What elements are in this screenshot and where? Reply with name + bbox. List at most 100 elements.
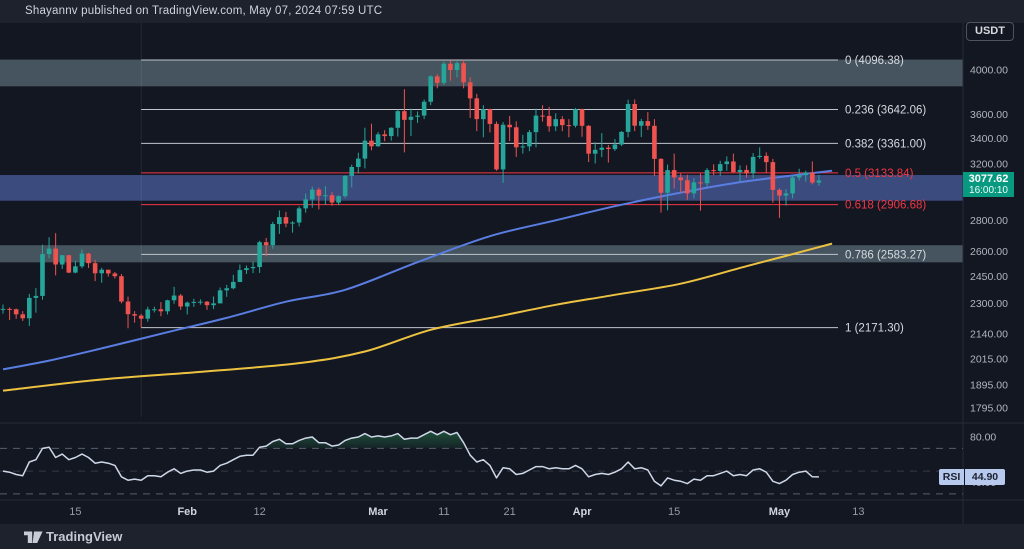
candle-body <box>487 109 493 124</box>
candle-body <box>263 242 269 246</box>
candle-body <box>783 193 789 196</box>
candle-body <box>316 189 322 196</box>
candle-body <box>553 119 559 127</box>
fib-label: 0.382 (3361.00) <box>845 138 926 150</box>
chart-header: Shayannv published on TradingView.com, M… <box>0 0 1024 23</box>
candle-body <box>520 146 526 148</box>
fib-zones <box>0 59 963 263</box>
candle-body <box>691 182 697 194</box>
candle-body <box>178 295 183 307</box>
candlestick-series[interactable] <box>0 59 822 329</box>
candle-body <box>796 175 802 178</box>
candle-body <box>277 217 282 225</box>
chart-background <box>0 23 1024 524</box>
rsi-axis-label: 80.00 <box>970 432 996 444</box>
candle-body <box>217 290 223 304</box>
rsi-badge-label: RSI <box>939 469 964 485</box>
candle-body <box>750 156 756 174</box>
candle-body <box>303 199 308 209</box>
candle-body <box>415 115 420 117</box>
candle-body <box>7 308 12 310</box>
candle-body <box>257 242 262 268</box>
fib-label: 0.236 (3642.06) <box>845 105 926 117</box>
candle-body <box>448 63 453 70</box>
candle-body <box>566 125 572 127</box>
rsi-line[interactable] <box>2 430 819 487</box>
candle-body <box>625 104 631 132</box>
candle-body <box>323 195 328 197</box>
fib-levels[interactable]: 0 (4096.38) 0.236 (3642.06) 0.382 (3361.00… <box>141 55 926 335</box>
time-axis-label: 12 <box>253 506 265 518</box>
candle-body <box>638 121 644 126</box>
sma-slow-line[interactable] <box>2 242 833 392</box>
candle-body <box>777 189 782 196</box>
time-axis-label: 13 <box>852 506 864 518</box>
time-axis-label: Feb <box>177 506 197 518</box>
rsi-pane <box>0 430 963 495</box>
candle-body <box>145 309 151 319</box>
bar-countdown: 16:00:10 <box>969 185 1008 196</box>
candle-body <box>20 314 26 319</box>
candle-body <box>53 248 58 265</box>
candle-body <box>770 162 776 190</box>
candle-body <box>0 308 6 310</box>
candle-body <box>599 147 605 150</box>
candle-body <box>612 144 618 150</box>
price-axis-label: 2800.00 <box>970 215 1008 227</box>
candle-body <box>152 309 157 311</box>
candle-body <box>619 131 624 145</box>
price-axis-label: 1895.00 <box>970 380 1008 392</box>
candle-body <box>461 63 466 83</box>
candle-body <box>790 177 795 194</box>
candle-body <box>356 158 361 168</box>
candle-body <box>66 255 72 273</box>
candle-body <box>158 309 164 312</box>
candle-body <box>92 263 98 274</box>
candle-body <box>441 63 447 83</box>
candle-body <box>329 195 335 203</box>
price-axis-label: 4000.00 <box>970 64 1008 76</box>
candle-body <box>481 109 486 120</box>
candle-body <box>803 172 809 176</box>
candle-body <box>678 177 684 181</box>
candle-body <box>244 268 249 271</box>
candle-body <box>27 297 32 319</box>
candle-body <box>231 281 236 289</box>
quote-currency-badge[interactable]: USDT <box>966 22 1014 41</box>
fib-label: 0.5 (3133.84) <box>845 168 914 180</box>
price-axis-label: 2140.00 <box>970 328 1008 340</box>
candle-body <box>454 63 460 70</box>
candle-body <box>606 147 611 150</box>
price-axis-label: 2015.00 <box>970 354 1008 366</box>
candle-body <box>592 149 598 154</box>
candle-body <box>810 172 815 183</box>
candle-body <box>507 124 512 128</box>
candle-body <box>336 196 341 203</box>
candle-body <box>224 288 230 291</box>
candle-body <box>724 161 730 165</box>
candle-body <box>665 170 670 193</box>
candle-body <box>579 109 585 126</box>
candle-body <box>132 314 137 316</box>
footer: TradingView <box>0 524 1024 549</box>
candle-body <box>362 140 368 159</box>
fib-label: 0.786 (2583.27) <box>845 249 926 261</box>
candle-body <box>704 170 710 184</box>
candle-body <box>540 115 545 117</box>
publish-attribution: Shayannv published on TradingView.com, M… <box>25 5 383 17</box>
price-axis-label: 3600.00 <box>970 109 1008 121</box>
zone-grey <box>0 245 963 263</box>
candle-body <box>204 301 210 306</box>
time-axis-labels[interactable]: 15 Feb 12 Mar 11 21 Apr 15 May 13 <box>69 506 864 518</box>
price-axis-label: 1795.00 <box>970 402 1008 414</box>
candle-body <box>527 132 532 147</box>
tradingview-logo <box>24 531 43 543</box>
candle-body <box>138 315 144 319</box>
sma-fast-line[interactable] <box>2 169 833 371</box>
candle-body <box>763 155 769 163</box>
price-axis-labels[interactable]: 4000.00 3600.00 3400.00 3200.00 2800.00 2600.… <box>970 64 1008 488</box>
candle-body <box>125 301 131 315</box>
time-axis-label: 15 <box>668 506 680 518</box>
